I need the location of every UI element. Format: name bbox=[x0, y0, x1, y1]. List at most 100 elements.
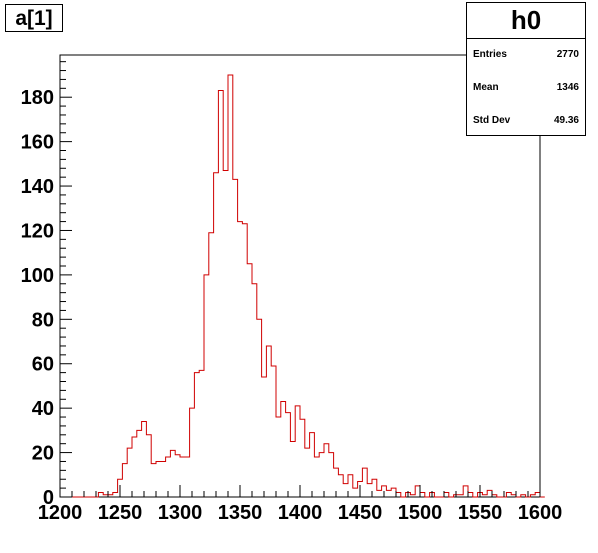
histogram-bin bbox=[132, 437, 137, 497]
histogram-bin bbox=[329, 453, 334, 497]
histogram-bin bbox=[305, 448, 310, 497]
x-tick-label: 1250 bbox=[98, 502, 143, 524]
y-tick-label: 140 bbox=[21, 176, 54, 198]
histogram-bin bbox=[266, 346, 271, 497]
histogram-bin bbox=[391, 488, 396, 497]
histogram-bin bbox=[218, 91, 223, 497]
histogram-bin bbox=[276, 417, 281, 497]
histogram-bin bbox=[98, 493, 103, 497]
y-tick-label: 120 bbox=[21, 220, 54, 242]
histogram-bin bbox=[482, 495, 487, 497]
histogram-bin bbox=[142, 421, 147, 497]
histogram-bin bbox=[314, 457, 319, 497]
histogram-bin bbox=[338, 475, 343, 497]
histogram-bin bbox=[295, 406, 300, 497]
histogram-bin bbox=[377, 490, 382, 497]
stats-row-std-dev: Std Dev 49.36 bbox=[467, 111, 585, 131]
stats-label: Mean bbox=[473, 82, 499, 93]
histogram-bin bbox=[209, 233, 214, 497]
histogram-bin bbox=[420, 493, 425, 497]
histogram-bin bbox=[113, 493, 118, 497]
histogram-bin bbox=[103, 495, 108, 497]
histogram-bin bbox=[228, 75, 233, 497]
histogram-bin bbox=[281, 401, 286, 497]
x-tick-label: 1550 bbox=[458, 502, 503, 524]
histogram-bin bbox=[175, 455, 180, 497]
y-tick-label: 20 bbox=[32, 443, 54, 465]
histogram-bin bbox=[247, 264, 252, 497]
stats-row-entries: Entries 2770 bbox=[467, 45, 585, 65]
y-tick-label: 40 bbox=[32, 398, 54, 420]
histogram-bin bbox=[271, 366, 276, 497]
histogram-bin bbox=[343, 484, 348, 497]
stats-box: h0 Entries 2770 Mean 1346 Std Dev 49.36 bbox=[466, 2, 586, 136]
histogram-bin bbox=[310, 433, 315, 497]
histogram-bin bbox=[444, 493, 449, 497]
histogram-bin bbox=[180, 457, 185, 497]
histogram-bin bbox=[122, 464, 127, 497]
stats-value: 2770 bbox=[556, 49, 579, 60]
histogram-bin bbox=[151, 464, 156, 497]
histogram-bin bbox=[458, 495, 463, 497]
y-tick-label: 60 bbox=[32, 354, 54, 376]
histogram-bin bbox=[257, 319, 262, 497]
histogram-bin bbox=[199, 370, 204, 497]
histogram-bin bbox=[410, 495, 415, 497]
stats-histogram-name: h0 bbox=[467, 3, 585, 39]
x-tick-label: 1350 bbox=[218, 502, 263, 524]
stats-label: Std Dev bbox=[473, 115, 511, 126]
x-tick-label: 1300 bbox=[158, 502, 203, 524]
histogram-bin bbox=[324, 444, 329, 497]
histogram-bin bbox=[530, 495, 535, 497]
histogram-bin bbox=[161, 461, 166, 497]
histogram-bin bbox=[386, 490, 391, 497]
histogram-bin bbox=[194, 373, 199, 497]
histogram-bin bbox=[535, 493, 540, 497]
histogram-bin bbox=[170, 450, 175, 497]
histogram-bin bbox=[242, 224, 247, 497]
histogram-bin bbox=[190, 408, 195, 497]
y-tick-label: 160 bbox=[21, 132, 54, 154]
histogram-bin bbox=[185, 457, 190, 497]
histogram-bin bbox=[146, 435, 151, 497]
histogram-bin bbox=[127, 448, 132, 497]
x-tick-label: 1400 bbox=[278, 502, 323, 524]
stats-label: Entries bbox=[473, 49, 507, 60]
histogram-bin bbox=[319, 453, 324, 497]
stats-value: 1346 bbox=[556, 82, 579, 93]
histogram-bin bbox=[262, 377, 267, 497]
stats-value: 49.36 bbox=[553, 115, 579, 126]
histogram-bin bbox=[286, 413, 291, 497]
histogram-bin bbox=[233, 179, 238, 497]
histogram-bin bbox=[511, 495, 516, 497]
histogram-bin bbox=[214, 173, 219, 497]
x-tick-label: 1600 bbox=[518, 502, 563, 524]
histogram-bin bbox=[492, 495, 497, 497]
histogram-bin bbox=[463, 486, 468, 497]
y-tick-label: 0 bbox=[43, 487, 54, 509]
histogram-bin bbox=[348, 475, 353, 497]
histogram-bin bbox=[362, 468, 367, 497]
stats-row-mean: Mean 1346 bbox=[467, 78, 585, 98]
histogram-bin bbox=[204, 275, 209, 497]
histogram-outline bbox=[60, 74, 545, 498]
histogram-bin bbox=[521, 495, 526, 497]
x-tick-label: 1450 bbox=[338, 502, 383, 524]
histogram-bin bbox=[156, 461, 161, 497]
histogram-bin bbox=[137, 430, 142, 497]
histogram-bin bbox=[487, 490, 492, 497]
y-tick-label: 80 bbox=[32, 309, 54, 331]
histogram-bin bbox=[468, 493, 473, 497]
histogram-bin bbox=[367, 484, 372, 497]
histogram-bin bbox=[506, 493, 511, 497]
x-tick-label: 1500 bbox=[398, 502, 443, 524]
histogram-bin bbox=[396, 493, 401, 497]
histogram-bin bbox=[353, 488, 358, 497]
y-tick-label: 100 bbox=[21, 265, 54, 287]
histogram-bin bbox=[252, 284, 257, 497]
x-tick-label: 1200 bbox=[38, 502, 83, 524]
histogram-bin bbox=[415, 486, 420, 497]
histogram-bin bbox=[238, 222, 243, 497]
histogram-bin bbox=[108, 495, 113, 497]
